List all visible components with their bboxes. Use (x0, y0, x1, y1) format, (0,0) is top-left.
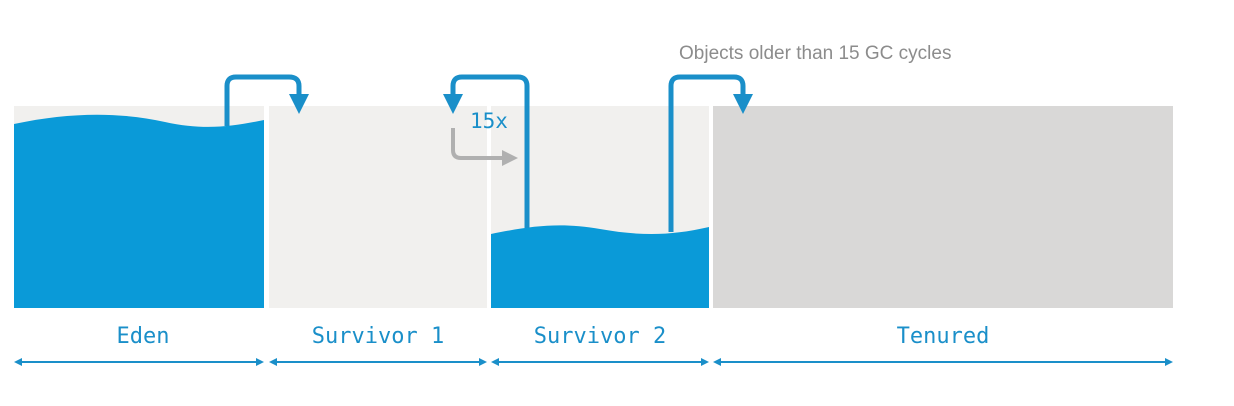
survivor2-label: Survivor 2 (534, 324, 666, 349)
cycle-count-label: 15x (470, 109, 508, 133)
tenured-label: Tenured (897, 324, 990, 349)
survivor1-region (269, 106, 487, 308)
survivor2-to-tenured-arrow (668, 74, 753, 232)
survivor1-label: Survivor 1 (312, 324, 444, 349)
survivor1-to-survivor2-arrow (451, 128, 518, 166)
promotion-note: Objects older than 15 GC cycles (679, 43, 951, 64)
eden-to-survivor1-arrow (224, 74, 309, 126)
survivor2-fill (491, 225, 709, 308)
survivor2-to-survivor1-arrow (443, 74, 530, 228)
eden-fill (14, 114, 264, 308)
tenured-region (713, 106, 1173, 308)
eden-label: Eden (117, 324, 170, 349)
